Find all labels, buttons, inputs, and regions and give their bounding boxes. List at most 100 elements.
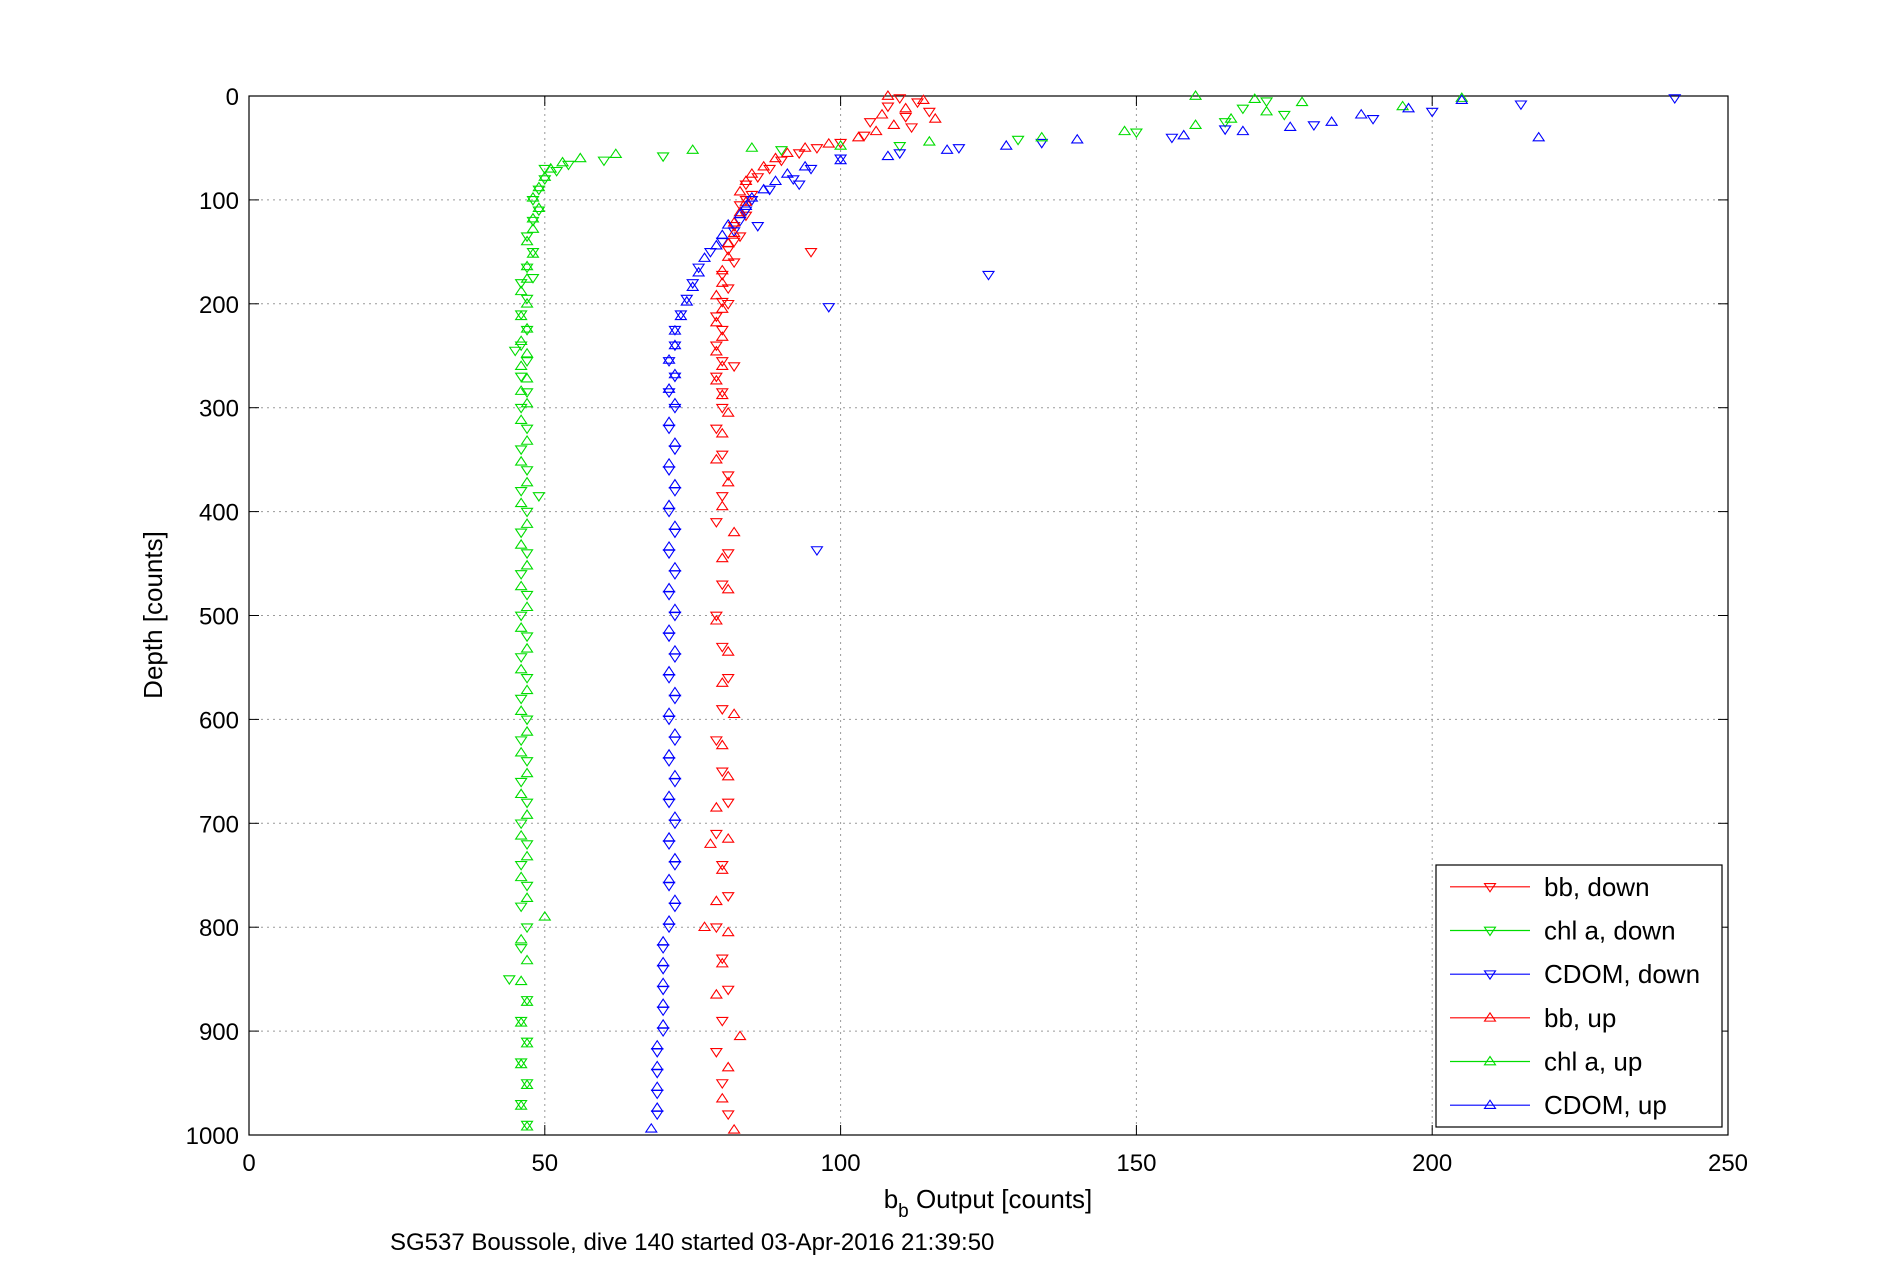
data-point <box>520 673 534 684</box>
y-tick-label: 800 <box>199 915 239 942</box>
data-point <box>514 285 528 296</box>
data-point <box>520 632 534 643</box>
data-point <box>662 748 676 759</box>
data-point <box>703 838 717 848</box>
data-point <box>520 372 534 383</box>
y-tick-label: 0 <box>226 84 239 111</box>
legend-entry: CDOM, up <box>1450 1090 1667 1120</box>
x-tick-label: 0 <box>242 1150 255 1177</box>
data-point <box>709 988 723 999</box>
data-point <box>520 235 534 246</box>
data-point <box>520 347 534 358</box>
data-point <box>514 372 528 383</box>
series-3 <box>698 90 942 1134</box>
data-point <box>715 957 729 968</box>
data-point <box>1366 115 1380 125</box>
data-point <box>668 341 682 352</box>
data-point <box>1236 104 1250 115</box>
data-point <box>1402 102 1416 113</box>
data-point <box>715 767 729 778</box>
data-point <box>514 705 528 715</box>
data-point <box>514 861 528 871</box>
data-point <box>556 156 570 167</box>
data-point <box>520 1079 534 1089</box>
data-point <box>715 403 729 414</box>
data-point <box>520 715 534 726</box>
data-point <box>893 142 907 152</box>
data-point <box>1177 129 1191 140</box>
data-point <box>520 840 534 851</box>
legend-label: bb, down <box>1544 872 1650 902</box>
y-tick-label: 300 <box>199 396 239 423</box>
data-point <box>520 322 534 333</box>
data-point <box>905 123 919 134</box>
data-point <box>514 944 528 954</box>
data-point <box>1260 97 1274 108</box>
data-point <box>733 1030 747 1041</box>
data-point <box>514 360 528 370</box>
data-point <box>514 1058 528 1069</box>
data-point <box>727 526 741 537</box>
data-point <box>922 135 936 146</box>
data-point <box>1396 100 1410 111</box>
data-point <box>721 673 735 684</box>
data-point <box>520 1037 534 1048</box>
data-point <box>668 603 682 614</box>
data-point <box>662 540 676 551</box>
data-point <box>715 450 729 461</box>
data-point <box>733 232 747 243</box>
data-point <box>715 388 729 399</box>
y-axis-label: Depth [counts] <box>138 531 168 699</box>
data-point <box>822 137 836 148</box>
data-point <box>668 520 682 530</box>
data-point <box>514 902 528 913</box>
data-point <box>1011 135 1025 146</box>
data-point <box>662 624 676 634</box>
data-point <box>721 832 735 843</box>
data-point <box>709 316 723 327</box>
data-point <box>899 102 913 113</box>
data-point <box>680 294 694 305</box>
data-point <box>650 1060 664 1071</box>
data-point <box>514 580 528 591</box>
data-point <box>1248 93 1262 103</box>
data-point <box>727 362 741 373</box>
data-point <box>662 790 676 801</box>
data-point <box>520 435 534 445</box>
data-point <box>662 499 676 510</box>
y-tick-label: 200 <box>199 292 239 319</box>
data-point <box>727 1123 741 1134</box>
data-point <box>869 125 883 136</box>
data-point <box>656 1018 670 1029</box>
data-point <box>721 549 735 560</box>
x-tick-label: 150 <box>1116 1150 1156 1177</box>
y-tick-label: 1000 <box>186 1123 239 1150</box>
data-point <box>668 339 682 350</box>
data-point <box>709 923 723 934</box>
data-point <box>733 208 747 219</box>
y-tick-label: 400 <box>199 500 239 527</box>
data-point <box>520 476 534 487</box>
data-point <box>745 142 759 152</box>
data-point <box>520 388 534 399</box>
data-point <box>792 180 806 191</box>
data-point <box>662 831 676 842</box>
data-point <box>662 357 676 367</box>
data-point <box>520 809 534 819</box>
data-point <box>727 216 741 227</box>
data-point <box>662 416 676 427</box>
data-point <box>668 324 682 335</box>
data-point <box>514 538 528 549</box>
data-point <box>739 206 753 217</box>
data-point <box>1455 94 1469 105</box>
data-point <box>1277 110 1291 121</box>
data-point <box>538 910 552 921</box>
data-point <box>650 1081 664 1092</box>
data-point <box>514 486 528 497</box>
data-point <box>514 335 528 346</box>
data-point <box>520 294 534 305</box>
data-point <box>780 167 794 178</box>
data-point <box>609 148 623 159</box>
data-point <box>1295 96 1309 107</box>
